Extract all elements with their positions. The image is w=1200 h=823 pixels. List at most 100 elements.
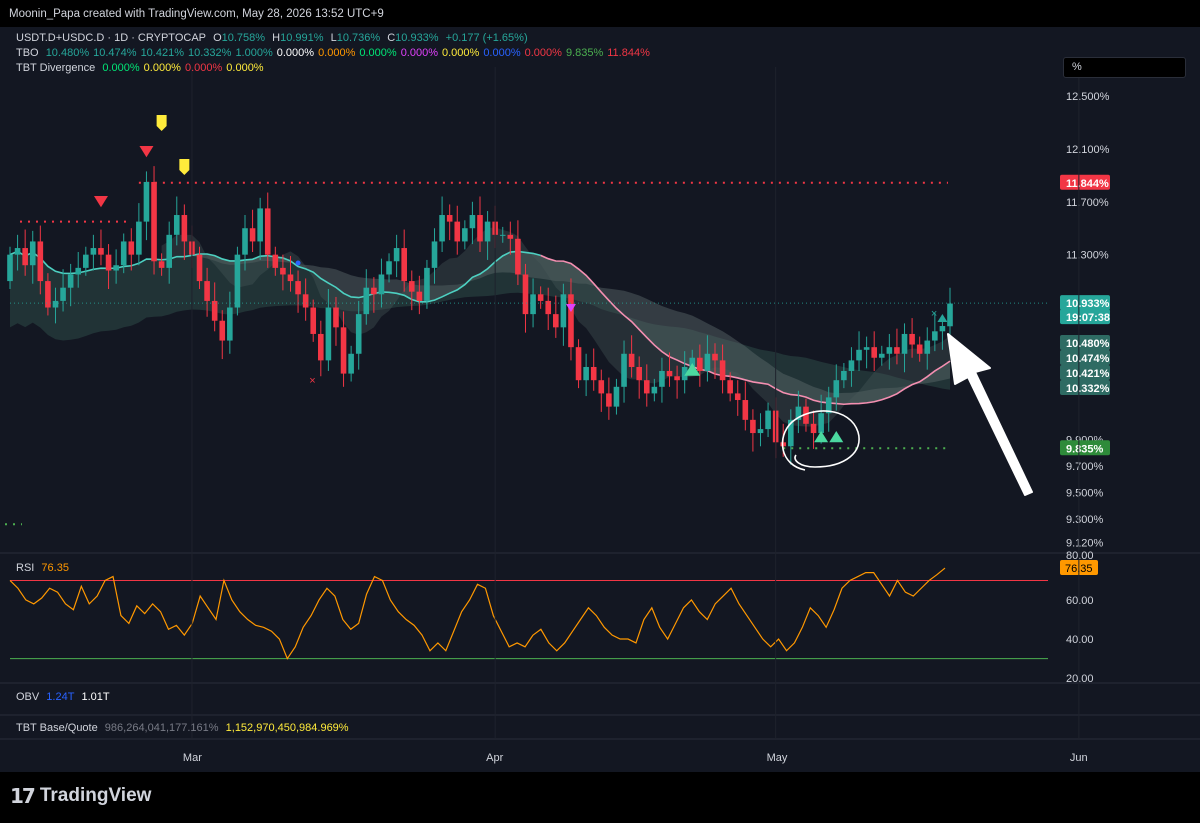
candle-body bbox=[613, 386, 620, 407]
candle-body bbox=[507, 234, 514, 239]
candle bbox=[29, 230, 36, 284]
candle-body bbox=[348, 353, 354, 374]
candle bbox=[333, 296, 339, 346]
candle bbox=[643, 364, 650, 407]
candle-body bbox=[477, 215, 483, 242]
candle-body bbox=[371, 287, 377, 295]
candle bbox=[545, 287, 552, 330]
candle-body bbox=[52, 300, 59, 308]
low-label: L bbox=[330, 32, 337, 44]
candle bbox=[151, 166, 157, 275]
candle-body bbox=[393, 248, 400, 262]
candle-body bbox=[181, 215, 188, 242]
cloud-band-middle bbox=[85, 251, 950, 405]
candle-body bbox=[871, 347, 877, 358]
candle-body bbox=[666, 370, 673, 377]
candle-body bbox=[355, 314, 362, 354]
candle-body bbox=[408, 281, 415, 292]
tbo-legend[interactable]: TBO 10.480% 10.474% 10.421% 10.332% 1.000% 0.… bbox=[16, 47, 654, 59]
candle-body bbox=[469, 215, 476, 229]
candle bbox=[196, 246, 203, 290]
candle-body bbox=[712, 353, 718, 361]
tbt-bq-value-1: 986,264,041,177.161% bbox=[104, 722, 219, 734]
rsi-tick-label: 60.00 bbox=[1066, 595, 1094, 607]
candle-body bbox=[136, 221, 142, 255]
candle-body bbox=[151, 181, 157, 262]
tbt-bq-label: TBT Base/Quote bbox=[16, 722, 98, 734]
close-label: C bbox=[387, 32, 396, 44]
tradingview-logo[interactable]: 17 TradingView bbox=[10, 784, 151, 808]
tbo-value-8: 0.000% bbox=[400, 47, 438, 59]
candle bbox=[408, 270, 415, 311]
candle-body bbox=[45, 281, 51, 308]
candle-body bbox=[704, 353, 711, 371]
candle bbox=[659, 357, 665, 403]
candle bbox=[530, 278, 536, 328]
candle-body bbox=[590, 366, 597, 381]
candle-body bbox=[825, 397, 832, 414]
candle bbox=[280, 254, 286, 291]
scale-mode-box[interactable]: % bbox=[1063, 57, 1186, 78]
candle-body bbox=[575, 347, 582, 381]
candle-body bbox=[462, 228, 468, 242]
candle-body bbox=[378, 274, 385, 295]
rsi-legend[interactable]: RSI 76.35 bbox=[16, 562, 73, 574]
candle-body bbox=[29, 241, 36, 266]
candle bbox=[264, 192, 271, 268]
candle bbox=[386, 253, 392, 283]
tbt-divergence-legend[interactable]: TBT Divergence 0.000% 0.000% 0.000% 0.000% bbox=[16, 62, 268, 74]
candle bbox=[75, 252, 82, 288]
candle bbox=[583, 353, 589, 397]
candle-body bbox=[916, 344, 923, 354]
candle bbox=[825, 386, 832, 432]
tbo-value-1: 10.474% bbox=[93, 47, 137, 59]
symbol-legend[interactable]: USDT.D+USDC.D · 1D · CRYPTOCAP O10.758% … bbox=[16, 32, 532, 44]
candle bbox=[515, 220, 521, 286]
bullish-signal-marker bbox=[937, 314, 948, 322]
price-tick-label: 11.700% bbox=[1066, 197, 1109, 209]
candle bbox=[401, 229, 407, 292]
tbo-value-12: 9.835% bbox=[565, 47, 604, 59]
tbo-value-9: 0.000% bbox=[442, 47, 480, 59]
tbo-price-tag: 10.332% bbox=[1060, 380, 1110, 395]
candle bbox=[37, 225, 44, 295]
high-value: 10.991% bbox=[280, 32, 324, 44]
candle-body bbox=[750, 419, 756, 434]
candle-body bbox=[863, 347, 870, 350]
countdown-tag: 19:07:38 bbox=[1060, 309, 1110, 325]
rsi-tick-label: 40.00 bbox=[1066, 634, 1094, 646]
tbt-bq-value-2: 1,152,970,450,984.969% bbox=[225, 722, 349, 734]
candle bbox=[454, 205, 461, 255]
candle bbox=[105, 244, 112, 290]
price-tick-label: 80.00 bbox=[1066, 550, 1094, 562]
candle bbox=[947, 287, 953, 340]
candle-body bbox=[60, 287, 66, 301]
price-tick-label: 9.500% bbox=[1066, 488, 1104, 500]
candle-body bbox=[856, 349, 862, 361]
resistance-price-tag: 11.844% bbox=[1060, 174, 1110, 190]
candle bbox=[575, 339, 582, 389]
candle-body bbox=[120, 241, 127, 266]
candle-body bbox=[727, 380, 733, 394]
bullish-signal-marker bbox=[684, 363, 701, 376]
chart-frame[interactable]: ××12.500%12.100%11.700%11.300%10.600%9.9… bbox=[0, 27, 1200, 772]
candle bbox=[424, 259, 430, 309]
candle-body bbox=[446, 215, 453, 222]
tbo-value-0: 10.480% bbox=[45, 47, 90, 59]
candle-body bbox=[932, 331, 938, 341]
candle-body bbox=[37, 241, 44, 282]
obv-legend[interactable]: OBV 1.24T 1.01T bbox=[16, 691, 114, 703]
divergence-marker bbox=[565, 304, 576, 312]
candle-body bbox=[939, 326, 946, 332]
tbt-base-quote-legend[interactable]: TBT Base/Quote 986,264,041,177.161% 1,15… bbox=[16, 722, 353, 734]
support-price-tag: 9.835% bbox=[1060, 440, 1110, 456]
candle-body bbox=[484, 221, 491, 242]
close-value: 10.933% bbox=[395, 32, 439, 44]
candle-body bbox=[143, 181, 150, 222]
candle bbox=[173, 196, 180, 246]
chart-svg[interactable]: ××12.500%12.100%11.700%11.300%10.600%9.9… bbox=[0, 27, 1200, 772]
tbo-value-5: 0.000% bbox=[276, 47, 315, 59]
tbo-value-6: 0.000% bbox=[318, 47, 356, 59]
tbo-price-tag-bg bbox=[1060, 365, 1110, 380]
